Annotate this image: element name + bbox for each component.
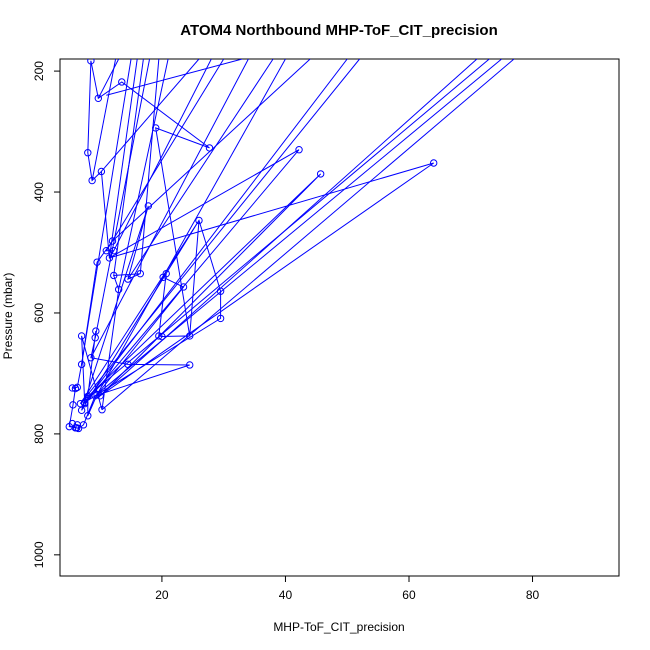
series-line-segment xyxy=(113,59,212,251)
data-point xyxy=(179,283,188,291)
data-point xyxy=(124,275,132,283)
data-point xyxy=(97,167,106,176)
data-point xyxy=(71,384,80,393)
data-point xyxy=(216,287,225,295)
x-tick-label: 40 xyxy=(279,588,293,602)
data-point xyxy=(124,360,132,369)
plot-frame xyxy=(59,58,620,577)
data-point xyxy=(65,422,73,431)
y-tick-label: 1000 xyxy=(32,541,46,568)
data-point xyxy=(195,216,203,225)
data-point xyxy=(118,78,126,86)
series-line-segment xyxy=(108,59,138,259)
data-point xyxy=(77,406,86,415)
data-point xyxy=(295,146,303,154)
series-points xyxy=(65,59,438,433)
data-point xyxy=(88,176,96,185)
plot-border xyxy=(59,58,620,577)
chart-title: ATOM4 Northbound MHP-ToF_CIT_precision xyxy=(180,22,498,39)
data-point xyxy=(108,237,117,245)
x-tick-label: 60 xyxy=(402,588,416,602)
data-point xyxy=(186,361,194,369)
data-point xyxy=(105,254,114,262)
data-point xyxy=(110,246,118,255)
series-line-segment xyxy=(81,59,132,365)
data-point xyxy=(114,285,123,294)
data-point xyxy=(74,424,83,433)
series-line-segment xyxy=(105,59,225,251)
series-line-segment xyxy=(96,59,286,395)
series-line-segment xyxy=(84,59,348,403)
data-point xyxy=(316,170,325,178)
data-point xyxy=(110,271,118,280)
data-point xyxy=(144,202,153,210)
series-line-segment xyxy=(106,59,243,96)
series-line-segment xyxy=(97,59,120,99)
data-point xyxy=(152,124,160,132)
data-point xyxy=(91,392,99,400)
data-point xyxy=(68,384,77,392)
data-point xyxy=(98,406,106,414)
y-tick-label: 800 xyxy=(32,424,46,444)
data-point xyxy=(84,149,92,157)
y-tick-label: 600 xyxy=(32,303,46,323)
data-point xyxy=(84,392,92,401)
data-point xyxy=(96,392,104,400)
data-point xyxy=(87,59,95,65)
data-point xyxy=(77,332,86,340)
series-line-segment xyxy=(90,59,249,358)
data-point xyxy=(77,360,86,369)
x-axis: 20 40 60 80 xyxy=(155,576,540,602)
data-point xyxy=(136,269,144,278)
series-line-segment xyxy=(79,59,360,404)
data-point xyxy=(81,399,89,408)
series-line-segment xyxy=(118,59,169,290)
x-axis-label: MHP-ToF_CIT_precision xyxy=(273,620,404,634)
plot-area xyxy=(65,59,515,433)
data-point xyxy=(102,246,111,255)
data-point xyxy=(429,159,438,167)
x-tick-label: 20 xyxy=(155,588,169,602)
data-point xyxy=(73,383,81,392)
data-point xyxy=(84,412,92,420)
series-line-segment xyxy=(99,59,478,397)
series-line-segment xyxy=(101,59,515,411)
data-point xyxy=(94,94,102,103)
data-point xyxy=(158,332,166,341)
data-point xyxy=(87,354,95,362)
data-point xyxy=(205,144,214,152)
series-line-segment xyxy=(139,59,160,274)
data-point xyxy=(186,332,194,340)
y-axis-label: Pressure (mbar) xyxy=(1,273,15,360)
series-line xyxy=(68,60,434,430)
x-tick-label: 80 xyxy=(526,588,540,602)
y-tick-label: 400 xyxy=(32,182,46,202)
data-point xyxy=(159,273,167,281)
data-point xyxy=(216,314,225,323)
data-point xyxy=(93,258,101,266)
data-point xyxy=(91,334,99,342)
series-line-segment xyxy=(101,59,200,172)
data-point xyxy=(155,332,163,340)
series-line-segment xyxy=(94,59,151,338)
y-axis: 200 400 600 800 1000 xyxy=(32,61,60,568)
data-point xyxy=(69,401,77,409)
series-line-segment xyxy=(91,59,117,181)
y-tick-label: 200 xyxy=(32,61,46,81)
series-lines xyxy=(68,59,515,430)
series-line-segment xyxy=(127,59,274,280)
